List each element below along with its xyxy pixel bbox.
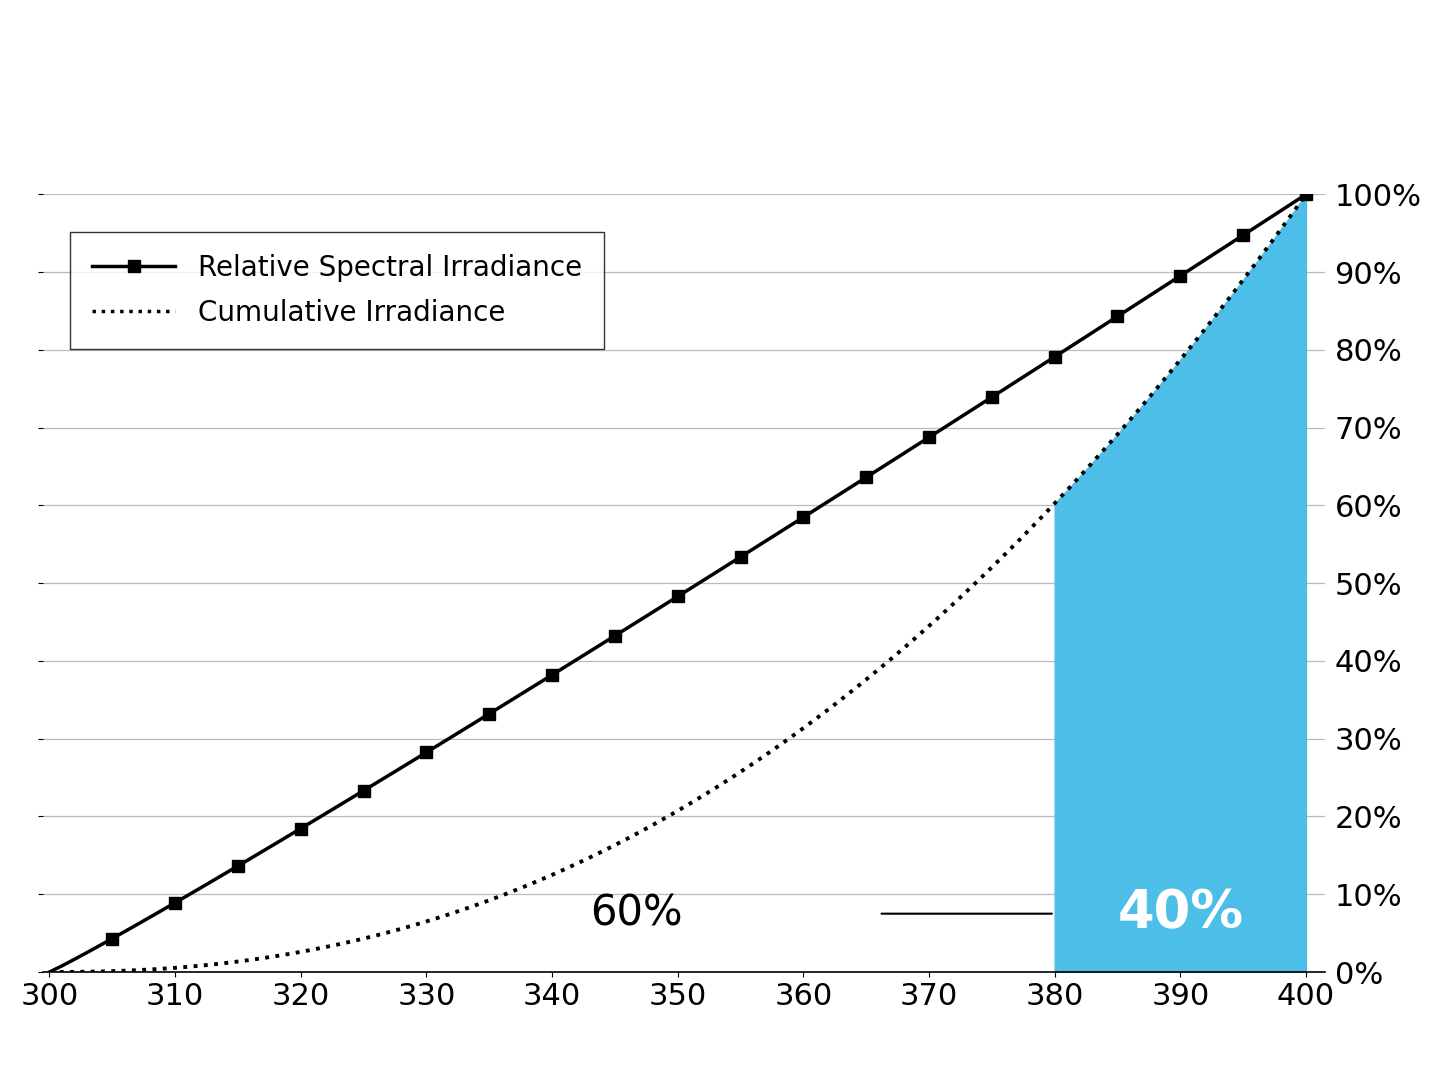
Relative Spectral Irradiance — [40, 966, 58, 978]
Cumulative Irradiance — [920, 620, 937, 633]
Relative Spectral Irradiance — [984, 391, 1001, 404]
Text: 60%: 60% — [590, 893, 683, 934]
Relative Spectral Irradiance — [1297, 188, 1315, 201]
Cumulative Irradiance — [128, 963, 145, 976]
Text: 40%: 40% — [1117, 888, 1243, 940]
Legend: Relative Spectral Irradiance, Cumulative Irradiance: Relative Spectral Irradiance, Cumulative… — [71, 231, 603, 349]
Relative Spectral Irradiance — [795, 511, 812, 524]
Relative Spectral Irradiance — [619, 621, 636, 634]
Relative Spectral Irradiance — [128, 918, 145, 931]
Cumulative Irradiance — [40, 966, 58, 978]
Line: Relative Spectral Irradiance: Relative Spectral Irradiance — [49, 194, 1306, 972]
Relative Spectral Irradiance — [920, 431, 937, 444]
Cumulative Irradiance — [795, 721, 812, 734]
Line: Cumulative Irradiance: Cumulative Irradiance — [49, 194, 1306, 972]
Cumulative Irradiance — [1297, 188, 1315, 201]
Cumulative Irradiance — [984, 561, 1001, 573]
Relative Spectral Irradiance — [356, 784, 373, 797]
Cumulative Irradiance — [619, 832, 636, 845]
Cumulative Irradiance — [356, 932, 373, 945]
